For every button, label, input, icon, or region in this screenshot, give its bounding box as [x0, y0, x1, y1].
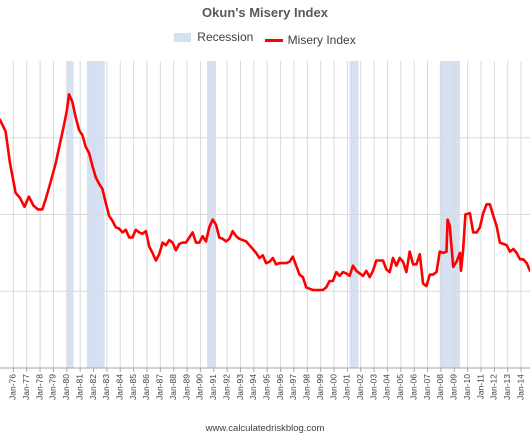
x-tick-label: Jan-98: [302, 374, 312, 400]
source-credit: www.calculatedriskblog.com: [205, 423, 325, 434]
legend-label-recession: Recession: [197, 30, 254, 44]
x-tick-label: Jan-06: [408, 374, 418, 400]
legend: Recession Misery Index: [0, 30, 530, 47]
x-tick-label: Jan-82: [88, 374, 98, 400]
x-tick-label: Jan-02: [355, 374, 365, 400]
x-tick-label: Jan-93: [235, 374, 245, 400]
chart-title: Okun's Misery Index: [202, 5, 328, 20]
legend-item-recession: Recession: [174, 30, 253, 44]
x-tick-label: Jan-05: [395, 374, 405, 400]
x-tick-label: Jan-89: [181, 374, 191, 400]
x-tick-label: Jan-87: [155, 374, 165, 400]
x-tick-label: Jan-99: [315, 374, 325, 400]
x-tick-label: Jan-88: [168, 374, 178, 400]
x-tick-label: Jan-77: [21, 374, 31, 400]
x-tick-label: Jan-85: [128, 374, 138, 400]
recession-swatch-icon: [174, 32, 192, 42]
x-tick-label: Jan-09: [449, 374, 459, 400]
x-tick-label: Jan-13: [502, 374, 512, 400]
x-tick-label: Jan-01: [342, 374, 352, 400]
x-tick-label: Jan-86: [141, 374, 151, 400]
misery-index-line: [0, 93, 530, 292]
x-tick-label: Jan-92: [221, 374, 231, 400]
x-tick-label: Jan-97: [288, 374, 298, 400]
x-tick-label: Jan-08: [435, 374, 445, 400]
x-tick-label: Jan-94: [248, 374, 258, 400]
x-tick-label: Jan-90: [195, 374, 205, 400]
x-tick-label: Jan-04: [382, 374, 392, 400]
x-tick-label: Jan-95: [261, 374, 271, 400]
legend-label-misery-index: Misery Index: [287, 33, 356, 47]
x-tick-label: Jan-12: [489, 374, 499, 400]
x-tick-label: Jan-11: [475, 374, 485, 400]
x-tick-label: Jan-00: [328, 374, 338, 400]
x-tick-label: Jan-03: [368, 374, 378, 400]
x-tick-label: Jan-84: [115, 374, 125, 400]
x-tick-label: Jan-79: [48, 374, 58, 400]
line-swatch-icon: [264, 38, 283, 42]
x-tick-label: Jan-80: [61, 374, 71, 400]
x-tick-label: Jan-14: [515, 374, 525, 400]
x-tick-label: Jan-83: [101, 374, 111, 400]
x-tick-label: Jan-91: [208, 374, 218, 400]
x-tick-label: Jan-96: [275, 374, 285, 400]
legend-item-misery-index: Misery Index: [264, 33, 356, 47]
x-tick-label: Jan-07: [422, 374, 432, 400]
x-tick-label: Jan-81: [74, 374, 84, 400]
x-tick-label: Jan-10: [462, 374, 472, 400]
x-tick-label: Jan-78: [34, 374, 44, 400]
x-tick-label: Jan-76: [8, 374, 18, 400]
